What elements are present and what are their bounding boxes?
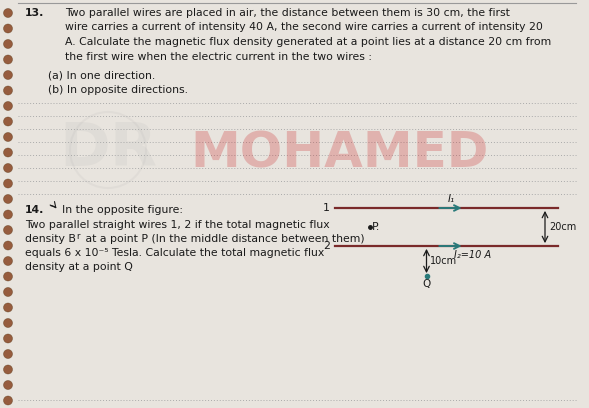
Text: Two parallel wires are placed in air, the distance between them is 30 cm, the fi: Two parallel wires are placed in air, th… [65, 8, 510, 18]
Circle shape [4, 148, 12, 157]
Circle shape [4, 303, 12, 312]
Text: wire carries a current of intensity 40 A, the second wire carries a current of i: wire carries a current of intensity 40 A… [65, 22, 543, 33]
Text: In the opposite figure:: In the opposite figure: [62, 205, 183, 215]
Circle shape [4, 40, 12, 49]
Text: r: r [76, 232, 80, 241]
Circle shape [4, 210, 12, 219]
Circle shape [4, 334, 12, 343]
Circle shape [4, 102, 12, 111]
Circle shape [4, 117, 12, 126]
Circle shape [4, 195, 12, 204]
Text: (b) In opposite directions.: (b) In opposite directions. [48, 85, 188, 95]
Text: 10cm: 10cm [429, 256, 456, 266]
Text: I₁: I₁ [448, 194, 455, 204]
Text: 13.: 13. [25, 8, 44, 18]
Circle shape [4, 365, 12, 374]
Text: 1: 1 [323, 203, 330, 213]
Circle shape [4, 164, 12, 173]
Circle shape [4, 226, 12, 235]
Circle shape [4, 71, 12, 80]
Circle shape [4, 133, 12, 142]
Circle shape [4, 396, 12, 405]
Text: density at a point Q: density at a point Q [25, 262, 133, 272]
Text: at a point P (In the middle distance between them): at a point P (In the middle distance bet… [82, 234, 365, 244]
Text: DR: DR [59, 120, 157, 180]
Circle shape [4, 86, 12, 95]
Text: Two parallel straight wires 1, 2 if the total magnetic flux: Two parallel straight wires 1, 2 if the … [25, 220, 330, 230]
Circle shape [4, 241, 12, 250]
Circle shape [4, 55, 12, 64]
Text: equals 6 x 10⁻⁵ Tesla. Calculate the total magnetic flux: equals 6 x 10⁻⁵ Tesla. Calculate the tot… [25, 248, 325, 258]
Text: 2: 2 [323, 241, 330, 251]
Circle shape [4, 9, 12, 18]
Text: A. Calculate the magnetic flux density generated at a point lies at a distance 2: A. Calculate the magnetic flux density g… [65, 37, 551, 47]
Text: (a) In one direction.: (a) In one direction. [48, 70, 155, 80]
Text: 20cm: 20cm [549, 222, 576, 232]
Text: P.: P. [372, 222, 380, 232]
Circle shape [4, 272, 12, 281]
Text: MOHAMED: MOHAMED [191, 129, 489, 177]
Text: density B: density B [25, 234, 76, 244]
Circle shape [4, 350, 12, 359]
Text: Q: Q [422, 279, 431, 289]
Circle shape [4, 257, 12, 266]
Circle shape [4, 288, 12, 297]
Text: 14.: 14. [25, 205, 44, 215]
Text: I₂=10 A: I₂=10 A [455, 250, 492, 260]
Circle shape [4, 381, 12, 390]
Circle shape [4, 319, 12, 328]
Circle shape [4, 179, 12, 188]
Text: the first wire when the electric current in the two wires :: the first wire when the electric current… [65, 51, 372, 62]
Circle shape [4, 24, 12, 33]
